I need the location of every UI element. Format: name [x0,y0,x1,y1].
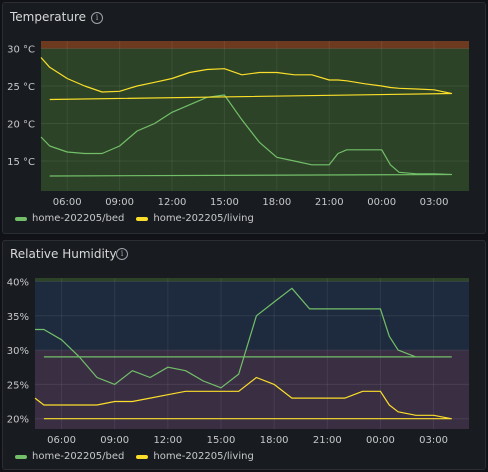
legend-swatch [15,216,27,221]
y-tick-label: 15 °C [7,157,35,168]
y-tick-label: 30% [7,346,29,357]
panel-title[interactable]: Temperature [10,10,87,24]
threshold-band [41,48,469,191]
y-tick-label: 25 °C [7,82,35,93]
y-tick-label: 40% [7,277,29,288]
panel-title[interactable]: Relative Humidity [10,247,117,261]
y-tick-label: 30 °C [7,45,35,56]
legend: home-202205/bed home-202205/living [15,213,254,224]
legend-item-bed[interactable]: home-202205/bed [15,213,124,224]
legend-label: home-202205/living [153,451,254,462]
temperature-panel[interactable]: Temperature i 30 °C 25 °C 20 °C 15 °C 06:00 0… [2,2,486,234]
legend-swatch [15,454,27,459]
x-tick-label: 21:00 [315,197,344,208]
x-tick-label: 18:00 [262,197,291,208]
x-tick-label: 18:00 [260,435,289,446]
x-tick-label: 12:00 [158,197,187,208]
y-tick-label: 25% [7,380,29,391]
x-tick-label: 15:00 [210,197,239,208]
temperature-chart[interactable]: 30 °C 25 °C 20 °C 15 °C 06:00 09:00 12:00 15:00… [3,31,487,231]
x-tick-label: 00:00 [367,197,396,208]
legend: home-202205/bed home-202205/living [15,451,254,462]
x-tick-label: 12:00 [153,435,182,446]
x-tick-label: 21:00 [313,435,342,446]
series-line [35,287,452,389]
x-tick-label: 09:00 [100,435,129,446]
y-tick-label: 20 °C [7,120,35,131]
series-line [34,376,452,420]
x-tick-label: 06:00 [53,197,82,208]
legend-swatch [136,454,149,459]
humidity-panel[interactable]: Relative Humidity i 40% 35% 30% 25% 20% 06:00… [2,240,486,470]
legend-item-living[interactable]: home-202205/living [136,451,254,462]
info-icon[interactable]: i [116,248,128,260]
legend-label: home-202205/living [153,213,254,224]
info-icon[interactable]: i [91,12,103,24]
humidity-chart[interactable]: 40% 35% 30% 25% 20% 06:00 09:00 12:00 15:00 18:00… [3,269,487,469]
series-line [40,57,453,101]
series-line [40,94,453,177]
legend-item-living[interactable]: home-202205/living [136,213,254,224]
threshold-band [41,41,469,49]
x-tick-label: 09:00 [105,197,134,208]
y-tick-label: 20% [7,415,29,426]
legend-label: home-202205/bed [32,451,125,462]
x-tick-label: 15:00 [207,435,236,446]
legend-label: home-202205/bed [32,213,125,224]
legend-item-bed[interactable]: home-202205/bed [15,451,124,462]
x-tick-label: 03:00 [419,435,448,446]
x-tick-label: 00:00 [366,435,395,446]
y-tick-label: 35% [7,312,29,323]
threshold-band [35,278,469,282]
threshold-band [35,281,469,351]
x-tick-label: 03:00 [420,197,449,208]
x-tick-label: 06:00 [47,435,76,446]
threshold-band [35,350,469,429]
legend-swatch [136,216,149,221]
